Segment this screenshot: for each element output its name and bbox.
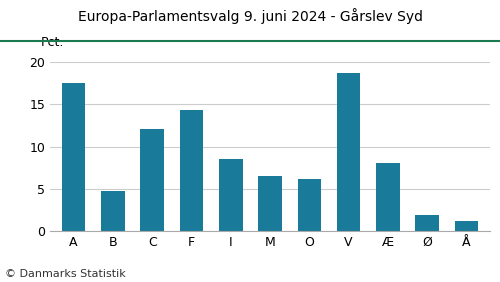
Bar: [62, 83, 86, 231]
Bar: [140, 129, 164, 231]
Bar: [416, 215, 439, 231]
Bar: [101, 191, 124, 231]
Text: Europa-Parlamentsvalg 9. juni 2024 - Gårslev Syd: Europa-Parlamentsvalg 9. juni 2024 - Går…: [78, 8, 422, 25]
Bar: [298, 179, 321, 231]
Bar: [180, 110, 203, 231]
Text: Pct.: Pct.: [41, 36, 64, 49]
Bar: [337, 73, 360, 231]
Bar: [219, 159, 242, 231]
Text: © Danmarks Statistik: © Danmarks Statistik: [5, 269, 126, 279]
Bar: [258, 176, 282, 231]
Bar: [454, 221, 478, 231]
Bar: [376, 163, 400, 231]
